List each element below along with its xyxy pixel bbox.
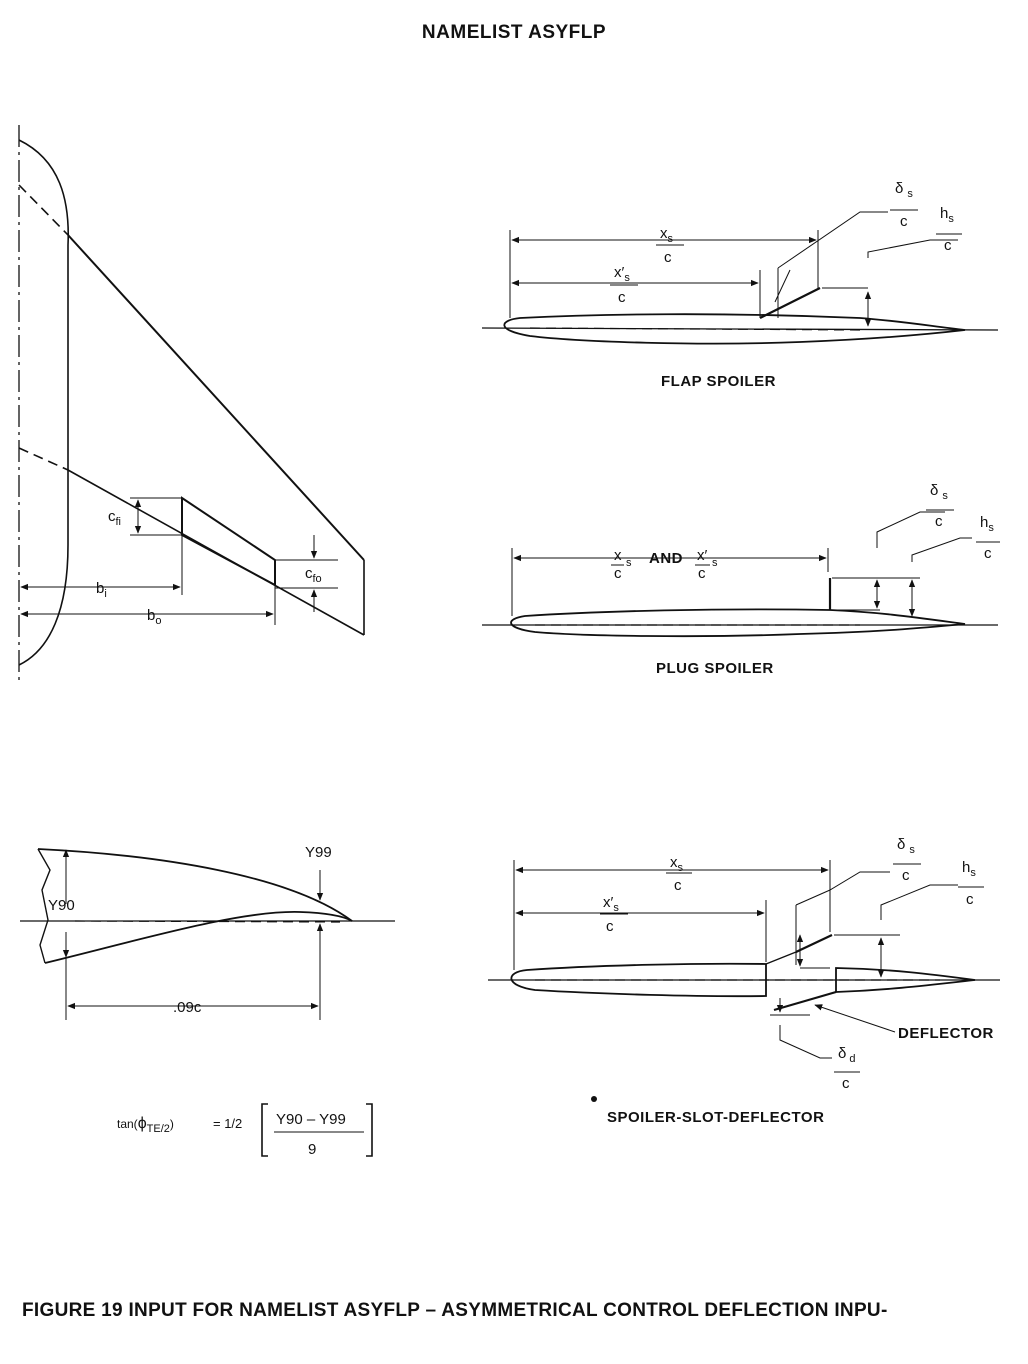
flap-xs: xs bbox=[660, 225, 674, 245]
flap-hs: hs bbox=[940, 205, 954, 225]
bi-label: bi bbox=[96, 580, 107, 600]
flap-panel bbox=[181, 496, 276, 587]
leading-edge-dash bbox=[18, 184, 69, 236]
deflector-leader bbox=[814, 1004, 896, 1033]
fuselage-outline bbox=[18, 139, 70, 666]
plug-xs-sub: s bbox=[626, 557, 632, 569]
flap-hs-c: c bbox=[944, 237, 952, 254]
flap-xps: x′s bbox=[614, 264, 630, 284]
cfi-label: cfi bbox=[108, 508, 121, 528]
plug-spoiler-label: PLUG SPOILER bbox=[656, 660, 774, 677]
leading-edge bbox=[67, 234, 365, 561]
spoiler-panel bbox=[759, 287, 821, 319]
ds-leader bbox=[876, 511, 945, 548]
ssd-deflector-label: DEFLECTOR bbox=[898, 1025, 994, 1042]
plug-xps-sub: s bbox=[712, 557, 718, 569]
plug-xps: x′ bbox=[697, 547, 708, 564]
mean-line-dash bbox=[74, 920, 341, 923]
ds-leader-line bbox=[777, 211, 888, 269]
ssd-diagram bbox=[488, 860, 1000, 1059]
hs-leader bbox=[911, 537, 972, 562]
page-title: NAMELIST ASYFLP bbox=[421, 22, 607, 43]
ssd-xps: x′s bbox=[603, 894, 619, 914]
upper-surface bbox=[37, 848, 353, 922]
deflector-panel bbox=[773, 990, 837, 1012]
mean-line-dash bbox=[529, 327, 861, 331]
ssd-xs-c: c bbox=[674, 877, 682, 894]
ssd-xps-c: c bbox=[606, 918, 614, 935]
hs-leader bbox=[880, 884, 958, 920]
plug-and: AND bbox=[649, 550, 683, 567]
bo-label: bo bbox=[147, 607, 161, 627]
lower-surface bbox=[44, 911, 353, 964]
svg-text:= 1/2: = 1/2 bbox=[213, 1116, 242, 1131]
y90-label: Y90 bbox=[48, 897, 75, 914]
airfoil-front bbox=[510, 962, 767, 998]
plug-xs-c: c bbox=[614, 565, 622, 582]
plug-xs: x bbox=[614, 547, 622, 564]
plug-ds-c: c bbox=[935, 513, 943, 530]
cfo-label: cfo bbox=[305, 565, 322, 585]
trailing-edge-dash bbox=[18, 447, 69, 471]
plug-xps-c: c bbox=[698, 565, 706, 582]
ssd-label: SPOILER-SLOT-DEFLECTOR bbox=[607, 1109, 824, 1126]
ds-leader bbox=[774, 269, 791, 303]
plug-hs-c: c bbox=[984, 545, 992, 562]
ssd-hs-c: c bbox=[966, 891, 974, 908]
flap-spoiler-label: FLAP SPOILER bbox=[661, 373, 776, 390]
flap-xps-c: c bbox=[618, 289, 626, 306]
airfoil bbox=[510, 608, 966, 638]
ssd-dd-c: c bbox=[842, 1075, 850, 1092]
ssd-xs: xs bbox=[670, 854, 684, 874]
ds-leader bbox=[795, 871, 890, 906]
plug-hs: hs bbox=[980, 514, 994, 534]
dd-leader bbox=[779, 1025, 832, 1059]
spoiler-panel bbox=[795, 934, 833, 953]
y99-label: Y99 bbox=[305, 844, 332, 861]
airfoil bbox=[503, 313, 966, 345]
trailing-edge-diagram bbox=[20, 848, 395, 1020]
plug-spoiler-diagram bbox=[482, 511, 998, 638]
ssd-hs: hs bbox=[962, 859, 976, 879]
te-formula: tan(ϕTE/2) = 1/2 Y90 – Y99 9 bbox=[117, 1103, 373, 1158]
flap-ds-c: c bbox=[900, 213, 908, 230]
wing-planform bbox=[18, 125, 365, 685]
chord-label: .09c bbox=[173, 999, 202, 1016]
hs-leader-line bbox=[867, 239, 958, 258]
break-line bbox=[37, 848, 51, 964]
ssd-bullet bbox=[591, 1096, 597, 1102]
flap-spoiler-diagram bbox=[481, 211, 999, 345]
ssd-ds-c: c bbox=[902, 867, 910, 884]
flap-xs-c: c bbox=[664, 249, 672, 266]
svg-text:tan(ϕTE/2): tan(ϕTE/2) bbox=[117, 1115, 174, 1135]
svg-text:Y90 – Y99: Y90 – Y99 bbox=[276, 1111, 346, 1128]
spoiler-hinge bbox=[765, 951, 797, 965]
svg-text:9: 9 bbox=[308, 1141, 316, 1158]
figure-caption: FIGURE 19 INPUT FOR NAMELIST ASYFLP – AS… bbox=[22, 1300, 888, 1321]
